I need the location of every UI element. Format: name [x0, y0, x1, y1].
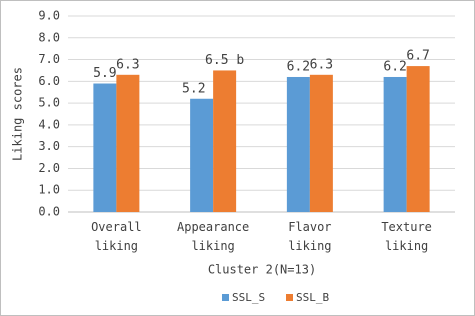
- legend-swatch: [286, 294, 293, 301]
- y-tick-label: 2.0: [38, 161, 60, 175]
- data-label: 6.2: [287, 59, 310, 74]
- x-tick-label: Flavor liking: [288, 220, 332, 253]
- bar: [213, 70, 237, 212]
- data-label: 5.9: [93, 66, 116, 81]
- legend-swatch: [222, 294, 229, 301]
- bar: [93, 83, 117, 212]
- y-tick-label: 6.0: [38, 74, 60, 88]
- x-tick-label: Overall liking: [91, 220, 142, 253]
- y-tick-label: 7.0: [38, 52, 60, 66]
- data-label: 6.7: [406, 49, 429, 64]
- data-label: 6.5 b: [205, 53, 244, 68]
- y-tick-label: 8.0: [38, 30, 60, 44]
- x-tick-label: Texture liking: [381, 220, 432, 253]
- data-label: 6.3: [310, 57, 333, 72]
- bar: [116, 74, 140, 212]
- data-label: 6.2: [383, 59, 406, 74]
- data-label: 5.2 a: [182, 81, 221, 96]
- legend-label: SSL_S: [232, 291, 265, 304]
- x-axis-label: Cluster 2(N=13): [208, 263, 316, 277]
- bar: [190, 98, 214, 212]
- bar: [383, 76, 407, 212]
- y-tick-label: 3.0: [38, 139, 60, 153]
- y-tick-label: 9.0: [38, 9, 60, 23]
- legend-label: SSL_B: [296, 291, 329, 304]
- y-tick-label: 1.0: [38, 183, 60, 197]
- y-tick-label: 5.0: [38, 96, 60, 110]
- y-axis-label: Liking scores: [11, 67, 25, 161]
- bar: [286, 76, 310, 212]
- x-tick-label: Appearance liking: [177, 220, 250, 253]
- data-label: 6.3: [116, 57, 139, 72]
- y-tick-label: 0.0: [38, 205, 60, 219]
- bar: [309, 74, 333, 212]
- y-tick-label: 4.0: [38, 117, 60, 131]
- bar: [406, 66, 430, 212]
